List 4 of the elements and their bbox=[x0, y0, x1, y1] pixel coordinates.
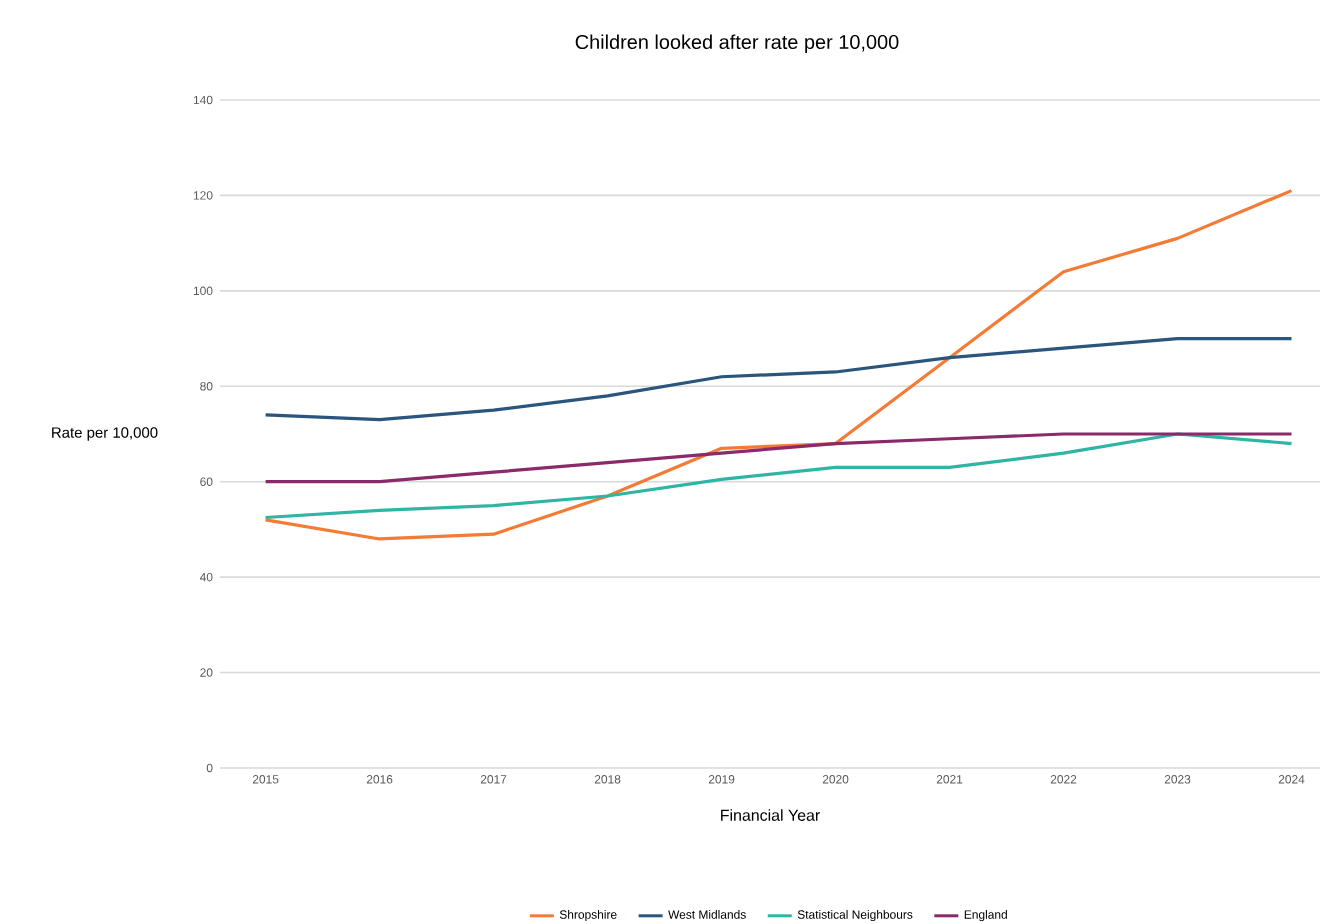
chart-title: Children looked after rate per 10,000 bbox=[575, 34, 899, 53]
line-series bbox=[263, 432, 1294, 520]
line-series bbox=[263, 189, 1294, 541]
line-series bbox=[263, 336, 1294, 422]
